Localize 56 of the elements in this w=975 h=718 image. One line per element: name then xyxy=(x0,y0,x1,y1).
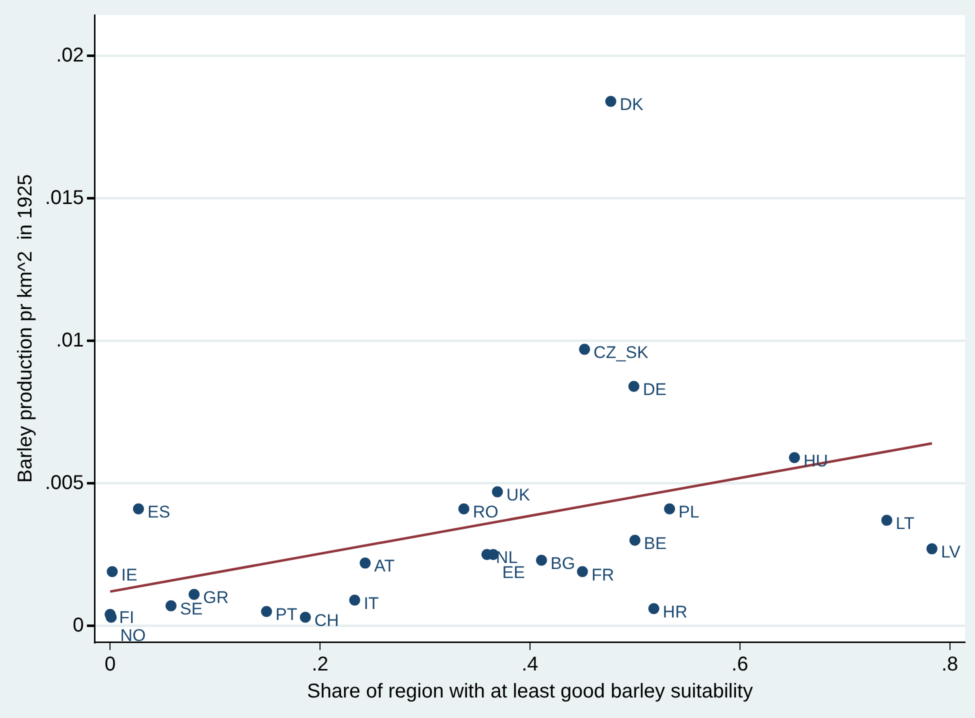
point xyxy=(536,554,548,566)
annotation: SE xyxy=(180,599,203,618)
annotation: BE xyxy=(644,534,667,553)
point xyxy=(881,514,892,526)
annotation: BG xyxy=(550,554,576,573)
annotation: IE xyxy=(121,565,138,584)
point xyxy=(188,588,200,600)
annotation: IT xyxy=(364,594,379,613)
point xyxy=(132,503,144,514)
point xyxy=(629,534,640,546)
point xyxy=(492,486,503,498)
annotation: DK xyxy=(620,95,644,114)
point xyxy=(605,96,616,107)
annotation: NO xyxy=(120,626,146,645)
annotation: PL xyxy=(678,502,700,522)
y-axis-title: Barley production pr km^2 in 1925 xyxy=(14,174,37,483)
point xyxy=(788,452,800,464)
x-axis-title: Share of region with at least good barley suitability xyxy=(307,680,753,703)
point xyxy=(458,503,470,514)
point xyxy=(579,344,590,355)
annotation: UK xyxy=(506,485,531,504)
annotation: GR xyxy=(203,588,229,608)
annotation: FI xyxy=(119,608,134,628)
annotation: PT xyxy=(276,605,298,624)
annotation: ES xyxy=(147,502,170,522)
annotation: DE xyxy=(642,380,666,400)
annotation: CZ_SK xyxy=(594,342,649,362)
x-tick-label: .4 xyxy=(522,654,538,676)
annotation: LV xyxy=(940,542,962,562)
y-tick-label: .005 xyxy=(44,472,84,494)
point xyxy=(360,558,371,569)
point xyxy=(349,594,360,606)
x-tick-label: .2 xyxy=(312,654,328,676)
annotation: FR xyxy=(591,565,614,584)
annotation: CH xyxy=(314,610,339,630)
point xyxy=(664,503,676,514)
point xyxy=(261,606,272,618)
point xyxy=(926,543,938,554)
annotation: EE xyxy=(502,563,525,582)
annotation: RO xyxy=(472,502,498,522)
annotation: HR xyxy=(662,602,688,622)
point xyxy=(648,603,660,614)
x-tick-label: .8 xyxy=(941,654,958,676)
y-tick-label: .02 xyxy=(56,44,84,66)
y-tick-label: .01 xyxy=(56,329,84,352)
point xyxy=(576,566,588,578)
annotation: LT xyxy=(896,514,914,533)
point xyxy=(106,566,118,578)
x-tick-label: .6 xyxy=(732,654,748,676)
point xyxy=(628,380,640,392)
x-tick-label: 0 xyxy=(104,654,116,676)
point xyxy=(166,600,177,612)
y-tick-label: .015 xyxy=(44,186,84,209)
point xyxy=(300,612,311,623)
y-tick-label: 0 xyxy=(72,614,84,636)
annotation: AT xyxy=(374,556,395,576)
